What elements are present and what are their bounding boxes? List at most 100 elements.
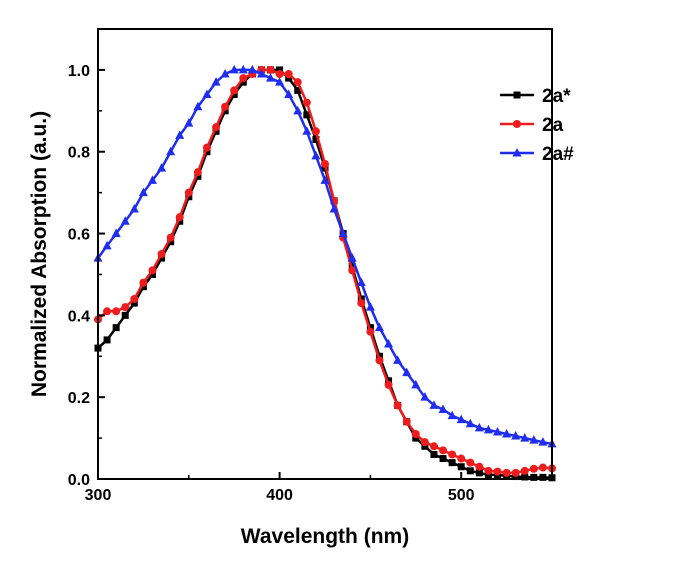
data-point [484, 471, 492, 479]
data-point [448, 459, 456, 467]
data-point [429, 400, 439, 409]
data-point [511, 468, 520, 477]
data-point [520, 466, 529, 475]
data-point [530, 473, 538, 481]
data-point [121, 303, 130, 312]
data-point [421, 442, 429, 450]
data-point [438, 404, 448, 413]
data-point [157, 250, 166, 258]
y-tick-label: 0.0 [68, 472, 90, 489]
series-line [97, 68, 553, 475]
data-point [184, 188, 193, 197]
data-point [276, 66, 284, 74]
data-point [303, 111, 311, 119]
data-point [347, 253, 357, 262]
data-point [439, 446, 448, 455]
data-point [166, 146, 176, 156]
data-point [375, 356, 384, 365]
data-point [393, 401, 402, 410]
data-point [430, 450, 438, 458]
legend-marker [513, 120, 521, 128]
data-point [475, 462, 484, 471]
data-point [284, 89, 294, 98]
y-tick-label: 0.4 [68, 308, 90, 325]
data-point [256, 69, 266, 78]
data-point [312, 135, 320, 143]
data-point [493, 467, 502, 476]
data-point [202, 89, 212, 98]
data-point [138, 187, 148, 197]
data-point [247, 64, 257, 74]
data-point [230, 90, 238, 98]
data-point [456, 414, 466, 424]
data-point [483, 424, 493, 434]
data-point [184, 118, 194, 127]
data-point [166, 233, 175, 242]
legend-marker [512, 148, 522, 157]
data-point [220, 69, 230, 78]
data-point [466, 467, 474, 475]
legend-marker [513, 91, 521, 99]
data-point [402, 367, 412, 377]
data-point [185, 193, 193, 201]
data-point [193, 168, 202, 177]
data-point [266, 73, 276, 82]
data-point [393, 355, 403, 364]
data-point [121, 311, 129, 319]
data-point [521, 473, 529, 481]
data-point [203, 148, 211, 156]
data-point [285, 74, 293, 82]
data-point [229, 64, 239, 74]
y-axis-label: Normalized Absorption (a.u.) [28, 111, 51, 397]
data-point [103, 336, 111, 344]
x-tick-label: 400 [266, 487, 293, 504]
data-point [502, 429, 512, 438]
data-point [212, 127, 220, 135]
data-point [211, 77, 221, 86]
data-point [529, 435, 539, 444]
data-point [284, 70, 293, 78]
series-2 [94, 65, 556, 477]
data-point [193, 101, 203, 111]
data-point [329, 204, 339, 213]
data-point [302, 126, 312, 135]
data-point [474, 422, 484, 432]
y-tick-label: 1.0 [68, 63, 90, 80]
data-point [411, 379, 421, 389]
data-point [356, 277, 366, 287]
series-3 [93, 64, 557, 448]
data-point [511, 431, 521, 440]
data-point [103, 307, 112, 316]
data-point [311, 127, 320, 136]
data-point [230, 86, 239, 95]
legend-label: 2a* [542, 86, 571, 107]
data-point [302, 98, 311, 107]
data-point [502, 468, 511, 477]
data-point [158, 254, 166, 262]
x-tick-label: 500 [448, 487, 475, 504]
data-point [439, 455, 447, 463]
data-point [120, 216, 130, 225]
data-point [420, 438, 429, 447]
data-point [112, 324, 120, 332]
data-point [112, 307, 121, 316]
data-point [194, 172, 202, 180]
data-point [221, 107, 229, 115]
data-point [212, 123, 221, 132]
legend: 2a* 2a 2a# [500, 86, 574, 165]
data-point [493, 426, 503, 436]
data-point [139, 278, 148, 287]
data-point [465, 418, 475, 428]
data-point [176, 217, 184, 225]
series-line [97, 68, 553, 480]
data-point [457, 454, 466, 463]
data-point [538, 437, 548, 446]
data-point [129, 204, 139, 213]
y-tick-label: 0.2 [68, 390, 90, 407]
data-point [539, 473, 547, 481]
data-point [538, 463, 547, 472]
data-point [320, 175, 330, 184]
data-point [239, 78, 247, 86]
tick-layer: 300 400 500 0.0 0.2 0.4 0.6 0.8 1.0 [68, 28, 475, 504]
data-point [366, 327, 375, 336]
